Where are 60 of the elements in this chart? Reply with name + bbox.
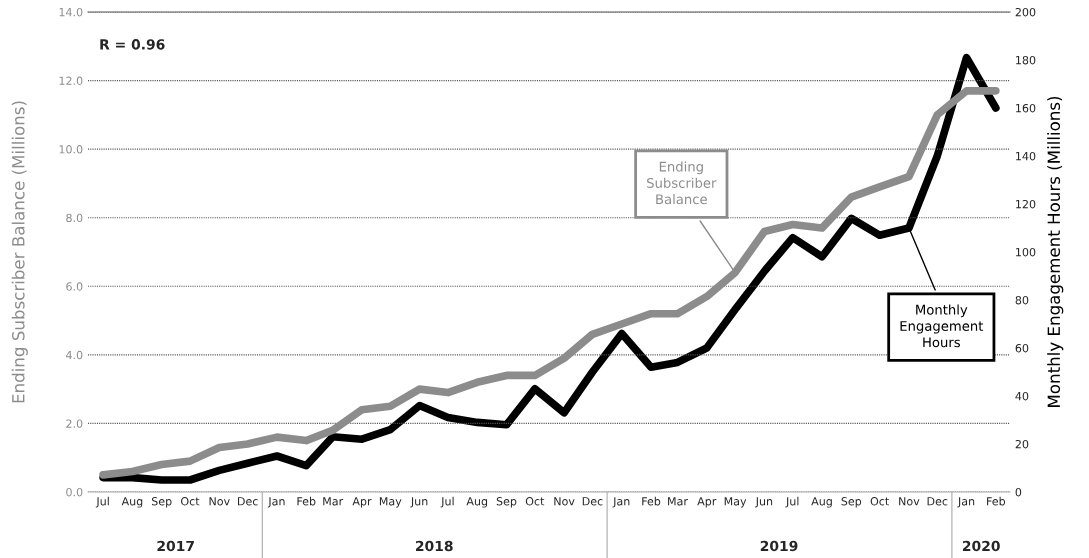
y-tick-label: 2.0: [66, 419, 83, 428]
x-tick-label: Nov: [899, 497, 920, 506]
x-tick-label: Jan: [957, 497, 975, 508]
y-tick-label: 0.0: [66, 487, 83, 497]
y2-tick-label: 140: [1016, 151, 1036, 161]
x-tick-label: Jan: [267, 497, 285, 508]
x-tick-label: Jan: [612, 497, 630, 508]
y2-tick-label: 100: [1016, 247, 1036, 257]
y2-tick-label: 0: [1015, 487, 1022, 497]
annotation: R = 0.96: [100, 39, 165, 50]
y-axis-title: Ending Subscriber Balance (Millions): [11, 101, 28, 403]
y2-tick-label: 160: [1016, 103, 1036, 113]
x-tick-label: Feb: [987, 496, 1006, 506]
y-tick-label: 14.0: [59, 7, 83, 17]
y2-tick-label: 60: [1015, 343, 1029, 353]
x-tick-label: Sep: [496, 497, 517, 508]
x-tick-label: Aug: [121, 497, 143, 508]
x-tick-label: Apr: [697, 497, 717, 508]
y2-tick-label: 40: [1015, 391, 1029, 401]
y2-tick-label: 200: [1015, 7, 1036, 17]
x-tick-label: Oct: [870, 497, 889, 506]
x-tick-label: Aug: [811, 497, 832, 508]
x-tick-label: Dec: [237, 497, 258, 506]
y2-axis-title: Monthly Engagement Hours (Millions): [1047, 96, 1064, 407]
text: Monthly Engagement Hours: [900, 304, 984, 348]
x-tick-label: Jul: [440, 496, 454, 508]
x-tick-label: Sep: [841, 497, 862, 508]
y-tick-label: 8.0: [66, 213, 83, 223]
x-tick-label: Jul: [95, 496, 109, 508]
x-tick-label: Apr: [352, 497, 372, 508]
x-tick-label: Jul: [785, 496, 799, 508]
x-tick-label: Oct: [181, 497, 200, 506]
y2-tick-label: 80: [1015, 295, 1029, 305]
x-tick-label: Nov: [554, 497, 575, 506]
x-tick-label: Feb: [642, 496, 661, 506]
x-tick-label: Mar: [668, 497, 688, 506]
text: 2020: [962, 540, 1000, 552]
x-tick-label: Dec: [582, 497, 603, 506]
x-tick-label: Jun: [755, 497, 773, 508]
x-tick-label: May: [379, 497, 402, 508]
x-tick-label: Feb: [297, 496, 316, 506]
text: 2018: [415, 540, 453, 552]
text: 2019: [760, 540, 798, 552]
x-tick-label: Aug: [466, 497, 488, 508]
y2-tick-label: 180: [1016, 55, 1036, 65]
x-tick-label: Nov: [209, 497, 230, 506]
y-tick-label: 12.0: [59, 76, 83, 85]
y2-tick-label: 120: [1016, 199, 1036, 209]
x-tick-label: Jun: [410, 497, 428, 508]
text: 2017: [157, 540, 194, 552]
x-tick-label: Oct: [525, 497, 545, 506]
text: Ending Subscriber Balance: [647, 161, 717, 205]
y-tick-label: 10.0: [59, 145, 83, 154]
y-tick-label: 4.0: [66, 350, 83, 360]
x-tick-label: May: [724, 497, 747, 508]
x-tick-label: Sep: [151, 497, 172, 508]
x-tick-label: Mar: [323, 497, 344, 506]
x-tick-label: Dec: [927, 497, 948, 506]
y2-tick-label: 20: [1015, 439, 1029, 449]
y-tick-label: 6.0: [66, 282, 83, 291]
